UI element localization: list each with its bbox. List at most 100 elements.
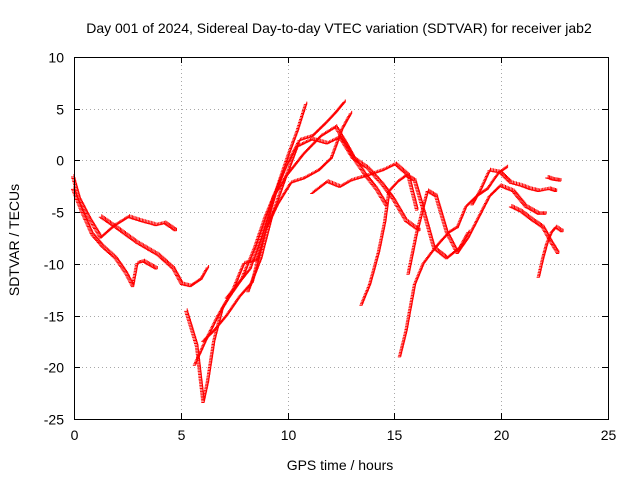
data-point <box>382 219 387 223</box>
data-point <box>342 99 346 103</box>
data-point <box>90 231 94 236</box>
y-tick-label: -5 <box>52 205 65 221</box>
data-point <box>338 184 342 188</box>
data-point <box>301 176 306 180</box>
data-point <box>547 186 551 190</box>
data-point <box>295 144 299 148</box>
data-point <box>404 328 408 332</box>
data-point <box>100 244 105 248</box>
data-point <box>412 281 417 285</box>
data-point <box>286 151 291 155</box>
data-point <box>545 175 549 179</box>
series-track-1 <box>71 174 177 239</box>
y-tick-label: 5 <box>56 102 64 118</box>
data-point <box>549 240 553 244</box>
data-point <box>391 196 395 201</box>
series-track-11 <box>397 164 509 358</box>
data-point <box>316 167 321 172</box>
data-point <box>444 255 449 260</box>
series-track-3 <box>98 214 210 288</box>
data-point <box>135 240 139 244</box>
data-point <box>156 252 160 257</box>
data-point <box>325 140 329 145</box>
data-point <box>348 110 353 115</box>
series-track-8 <box>246 134 421 293</box>
data-point <box>438 239 442 243</box>
y-tick-label: -15 <box>44 309 64 325</box>
series-trace-fill <box>225 125 388 298</box>
data-point <box>498 183 502 187</box>
data-point <box>303 101 308 106</box>
data-point <box>71 186 75 190</box>
data-point <box>248 266 252 270</box>
data-point <box>154 222 158 227</box>
data-point <box>404 218 408 222</box>
data-point <box>455 224 459 229</box>
data-point <box>295 128 299 132</box>
data-point <box>530 217 534 221</box>
data-point <box>71 174 75 178</box>
data-point <box>141 258 145 263</box>
data-point <box>246 288 250 293</box>
data-point <box>511 188 515 192</box>
data-point <box>365 172 370 177</box>
data-point <box>113 255 118 260</box>
data-point <box>395 179 400 183</box>
data-point <box>508 204 513 208</box>
series-trace-fill <box>246 135 420 291</box>
data-point <box>380 182 385 186</box>
data-point <box>173 227 177 232</box>
x-tick-label: 0 <box>71 427 79 443</box>
data-point <box>212 338 216 342</box>
data-point <box>414 207 419 211</box>
data-point <box>333 109 338 114</box>
data-point <box>126 214 130 218</box>
data-point <box>224 295 229 299</box>
data-point <box>162 220 167 224</box>
data-point <box>259 235 263 239</box>
data-point <box>113 224 118 229</box>
data-point <box>487 193 491 198</box>
data-point <box>359 302 363 306</box>
y-axis-label: SDTVAR / TECUs <box>6 184 22 296</box>
grid <box>74 57 608 419</box>
data-points <box>71 99 564 403</box>
data-point <box>466 229 470 234</box>
series-trace-fill <box>471 168 556 205</box>
data-point <box>560 228 564 233</box>
data-point <box>376 250 380 254</box>
x-tick-label: 10 <box>281 427 297 443</box>
data-point <box>284 162 289 167</box>
data-point <box>466 235 470 239</box>
data-point <box>397 353 402 358</box>
plot-frame <box>74 57 609 420</box>
data-point <box>199 276 203 280</box>
data-point <box>171 266 175 270</box>
data-point <box>297 137 301 142</box>
data-point <box>425 188 430 192</box>
data-point <box>549 229 553 234</box>
data-point <box>192 362 197 366</box>
data-point <box>271 193 276 198</box>
data-point <box>412 178 417 182</box>
data-point <box>188 283 192 288</box>
series-trace-fill <box>71 187 157 286</box>
series-trace-fill <box>184 103 307 402</box>
data-point <box>333 124 338 128</box>
data-point <box>88 217 92 221</box>
x-axis-label: GPS time / hours <box>287 457 394 473</box>
data-point <box>224 312 229 317</box>
data-point <box>444 229 449 234</box>
data-point <box>393 161 397 166</box>
chart-title: Day 001 of 2024, Sidereal Day-to-day VTE… <box>86 20 592 36</box>
data-point <box>519 183 524 187</box>
data-point <box>414 229 419 234</box>
data-point <box>470 201 474 206</box>
data-point <box>536 274 541 278</box>
x-tick-label: 20 <box>494 427 510 443</box>
series-trace-fill <box>510 204 559 253</box>
data-point <box>237 279 242 283</box>
data-point <box>551 177 556 181</box>
data-point <box>216 312 220 317</box>
